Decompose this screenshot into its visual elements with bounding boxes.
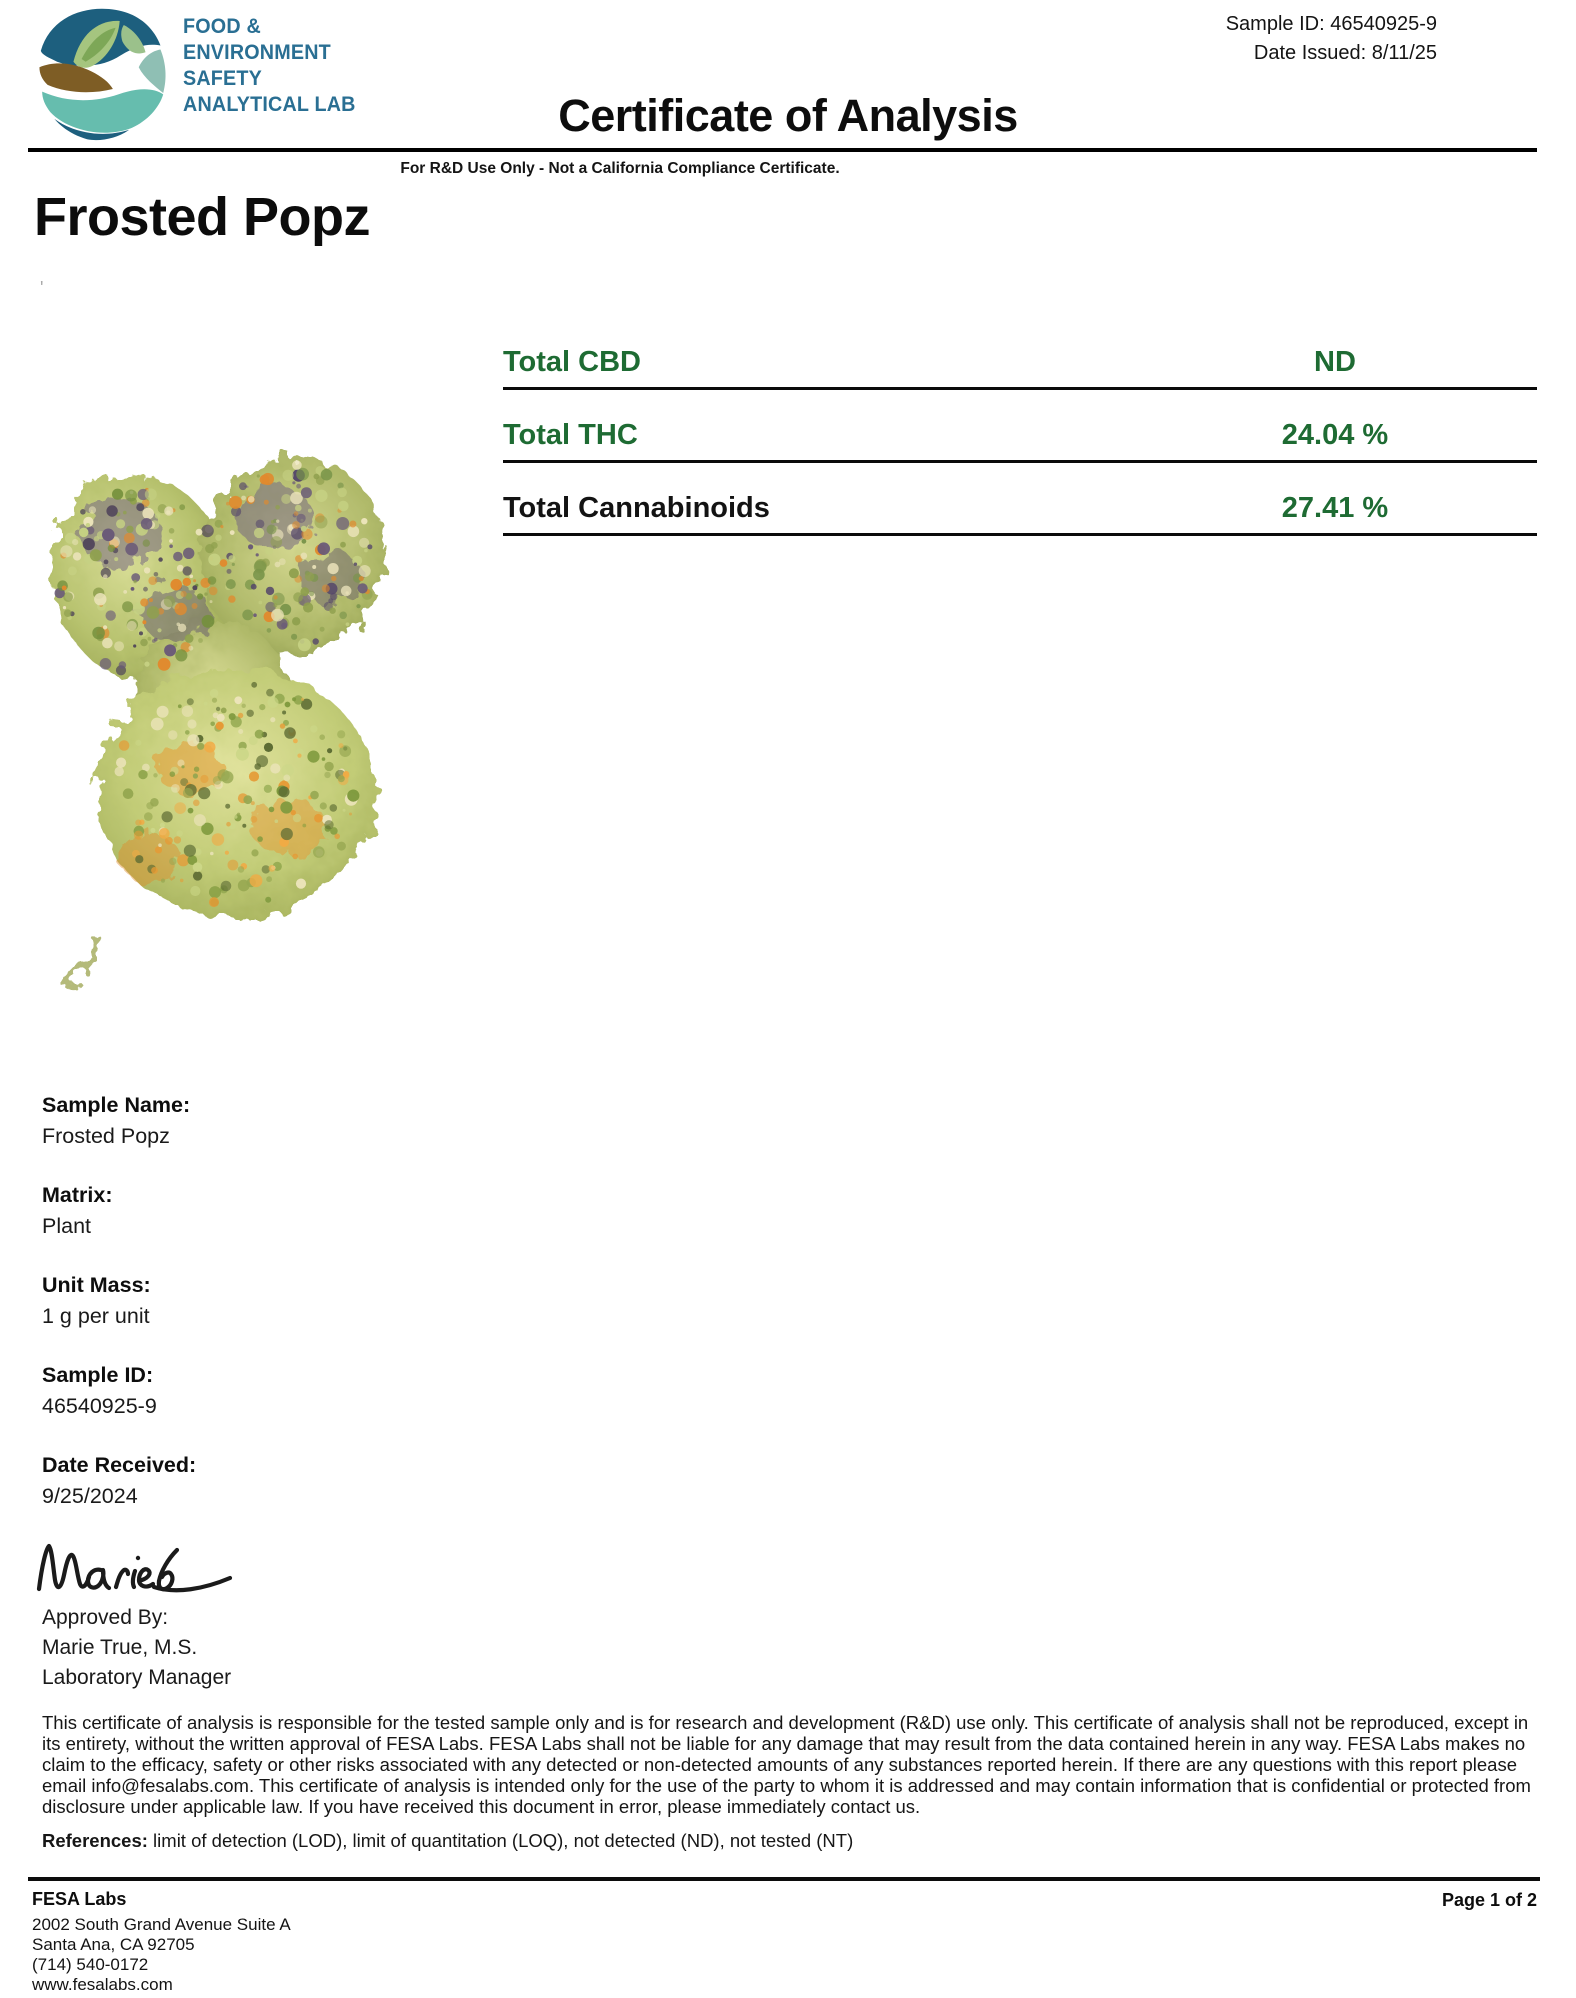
sample-id-detail-value: 46540925-9 xyxy=(42,1394,157,1418)
matrix-value: Plant xyxy=(42,1214,92,1238)
row-divider xyxy=(503,460,1537,463)
sample-id-line: Sample ID: 46540925-9 xyxy=(1226,10,1437,39)
lab-name-line: SAFETY xyxy=(183,67,263,90)
footer-company: FESA Labs xyxy=(32,1889,127,1909)
strain-name-heading: Frosted Popz xyxy=(34,187,371,247)
sample-id-value: 46540925-9 xyxy=(1330,13,1437,35)
approved-by-label: Approved By: xyxy=(42,1606,169,1629)
unit-mass-group: Unit Mass: 1 g per unit xyxy=(42,1272,151,1329)
total-cbd-value: ND xyxy=(1314,346,1356,378)
total-cbd-label: Total CBD xyxy=(503,346,642,378)
footer-divider xyxy=(28,1877,1540,1881)
matrix-group: Matrix: Plant xyxy=(42,1182,112,1239)
date-received-label: Date Received: xyxy=(42,1453,197,1477)
sample-photo-cannabis-bud xyxy=(50,456,386,988)
sample-name-group: Sample Name: Frosted Popz xyxy=(42,1092,190,1149)
total-cannabinoids-value: 27.41 % xyxy=(1281,492,1389,524)
stray-mark: ' xyxy=(40,278,44,298)
lab-name-line: ENVIRONMENT xyxy=(183,41,331,64)
sample-name-value: Frosted Popz xyxy=(42,1124,170,1148)
footer-website: www.fesalabs.com xyxy=(32,1975,173,1994)
fesa-lab-logo-icon xyxy=(39,8,166,141)
references-text: limit of detection (LOD), limit of quant… xyxy=(147,1830,854,1851)
total-thc-label: Total THC xyxy=(503,419,638,451)
lab-name-line: FOOD & xyxy=(183,15,261,38)
page-number: Page 1 of 2 xyxy=(1441,1890,1537,1910)
footer-address-line2: Santa Ana, CA 92705 xyxy=(32,1935,195,1954)
date-issued-label: Date Issued: xyxy=(1253,42,1367,64)
references-label: References: xyxy=(42,1830,148,1851)
approver-signature xyxy=(36,1543,233,1593)
footer-address: 2002 South Grand Avenue Suite A Santa An… xyxy=(32,1915,291,1995)
lab-name-line: ANALYTICAL LAB xyxy=(183,93,356,116)
header-divider xyxy=(28,148,1537,152)
total-cannabinoids-label: Total Cannabinoids xyxy=(503,492,770,524)
matrix-label: Matrix: xyxy=(42,1183,113,1207)
date-issued-line: Date Issued: 8/11/25 xyxy=(1226,39,1437,68)
lab-name: FOOD & ENVIRONMENT SAFETY ANALYTICAL LAB xyxy=(183,14,356,118)
footer-address-line1: 2002 South Grand Avenue Suite A xyxy=(32,1915,291,1934)
sample-name-label: Sample Name: xyxy=(42,1093,191,1117)
sample-id-group: Sample ID: 46540925-9 xyxy=(42,1362,157,1419)
row-divider xyxy=(503,533,1537,536)
date-received-value: 9/25/2024 xyxy=(42,1484,138,1508)
total-thc-value: 24.04 % xyxy=(1281,419,1389,451)
header-meta: Sample ID: 46540925-9 Date Issued: 8/11/… xyxy=(1226,10,1437,68)
date-received-group: Date Received: 9/25/2024 xyxy=(42,1452,196,1509)
unit-mass-value: 1 g per unit xyxy=(42,1304,150,1328)
date-issued-value: 8/11/25 xyxy=(1371,42,1437,64)
sample-id-label: Sample ID: xyxy=(1225,13,1325,35)
disclaimer-paragraph: This certificate of analysis is responsi… xyxy=(42,1712,1531,1817)
sample-id-detail-label: Sample ID: xyxy=(42,1363,154,1387)
row-divider xyxy=(503,387,1537,390)
document-title: Certificate of Analysis xyxy=(558,90,1018,141)
compliance-subtitle: For R&D Use Only - Not a California Comp… xyxy=(400,160,840,177)
approver-title: Laboratory Manager xyxy=(42,1666,232,1689)
footer-phone: (714) 540-0172 xyxy=(32,1955,149,1974)
approver-name: Marie True, M.S. xyxy=(42,1636,198,1659)
references-line: References: limit of detection (LOD), li… xyxy=(42,1830,1539,1852)
unit-mass-label: Unit Mass: xyxy=(42,1273,151,1297)
